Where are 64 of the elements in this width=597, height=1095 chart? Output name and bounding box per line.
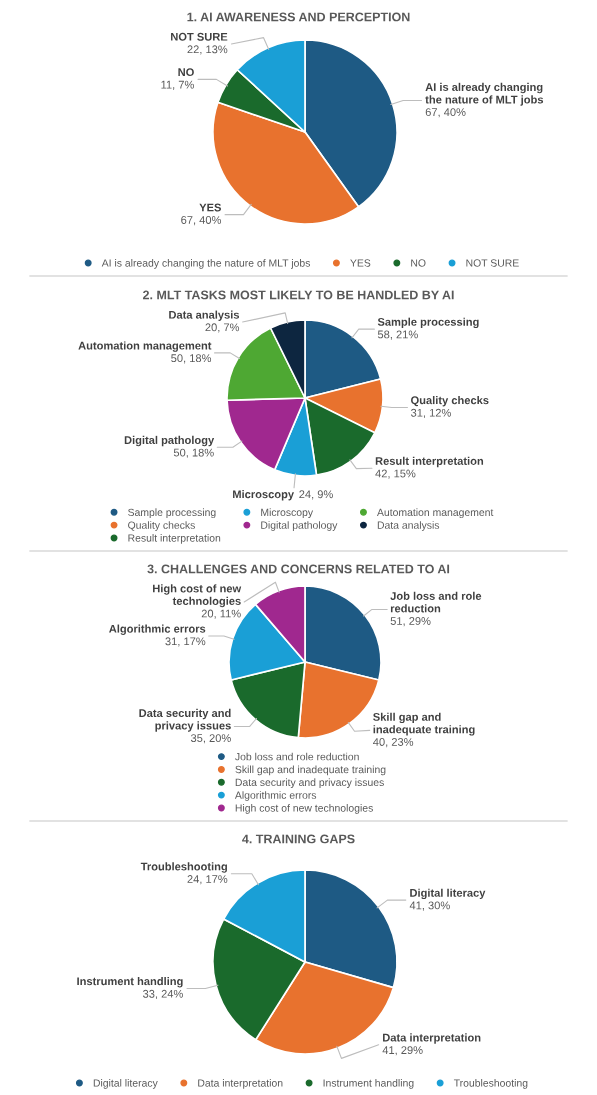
data-label: 31, 17% — [165, 637, 206, 647]
data-label: 22, 13% — [187, 45, 228, 55]
data-label: 33, 24% — [143, 989, 183, 1000]
slice-label: Digital pathology — [124, 435, 215, 447]
data-label: 58, 21% — [377, 330, 418, 340]
legend-label: Data analysis — [377, 521, 440, 531]
legend-label: YES — [350, 259, 371, 267]
data-label: 20, 7% — [205, 323, 240, 333]
legend-label: Sample processing — [128, 508, 216, 519]
slice-label: Automation management — [78, 341, 212, 352]
slice-label: Sample processing — [377, 317, 479, 329]
slice-label: Data interpretation — [383, 1033, 481, 1044]
legend-label: Quality checks — [128, 521, 195, 531]
slice-label: Troubleshooting — [140, 862, 227, 873]
legend-label: Data interpretation — [198, 1079, 283, 1089]
data-label: 40, 23% — [373, 738, 414, 748]
data-label: 35, 20% — [190, 734, 231, 744]
data-label: 67, 40% — [425, 108, 466, 118]
data-label: 11, 7% — [161, 80, 194, 90]
slice-label: Result interpretation — [375, 456, 484, 468]
data-label: 51, 29% — [390, 617, 431, 627]
data-label: 20, 11% — [201, 609, 241, 619]
data-label: 50, 18% — [173, 448, 214, 458]
legend-label: Result interpretation — [128, 534, 221, 544]
data-label: 31, 12% — [410, 408, 451, 419]
legend-label: Job loss and role reduction — [235, 752, 359, 761]
slice-label: Instrument handling — [77, 977, 183, 988]
slice-label: Algorithmic errors — [109, 624, 206, 635]
legend-label: Skill gap and inadequate training — [235, 765, 386, 776]
legend-label: Digital pathology — [261, 521, 338, 531]
slice-label: Microscopy — [233, 490, 294, 501]
legend-label: High cost of new technologies — [235, 804, 373, 814]
legend-label: Digital literacy — [93, 1079, 158, 1089]
slice-label: High cost of new technologies — [153, 584, 242, 608]
data-label: 24, 17% — [187, 875, 228, 885]
legend-label: Automation management — [377, 508, 494, 519]
legend-label: Troubleshooting — [453, 1079, 528, 1089]
slice-label: YES — [199, 203, 221, 212]
chart-title: 1. AI AWARENESS AND PERCEPTION — [187, 12, 410, 22]
legend-label: Algorithmic errors — [234, 791, 317, 801]
slice-label: Data security and privacy issues — [139, 708, 231, 732]
legend-label: Instrument handling — [323, 1079, 414, 1089]
legend-label: Data security and privacy issues — [235, 778, 384, 789]
slice-label: AI is already changing the nature of MLT jobs — [425, 82, 544, 106]
slice-label: NO — [178, 68, 194, 77]
legend-label: Microscopy — [261, 508, 314, 519]
slice-label: Job loss and role reduction — [390, 591, 482, 613]
data-label: 42, 15% — [375, 469, 416, 479]
data-label: 50, 18% — [171, 354, 212, 364]
data-label: 41, 30% — [409, 901, 450, 911]
data-label: 41, 29% — [382, 1046, 423, 1056]
data-label: 67, 40% — [181, 216, 222, 226]
legend-label: NO — [411, 259, 426, 267]
data-label: 24, 9% — [299, 490, 333, 500]
slice-label: Data analysis — [169, 310, 240, 321]
chart-title: 2. MLT TASKS MOST LIKELY TO BE HANDLED BY AI — [143, 290, 454, 300]
slice-label: NOT SURE — [171, 32, 228, 41]
legend-label: NOT SURE — [466, 259, 519, 267]
chart-title: 3. CHALLENGES AND CONCERNS RELATED TO AI — [147, 564, 450, 574]
slice-label: Quality checks — [411, 396, 489, 407]
legend-label: AI is already changing the nature of MLT jobs — [101, 259, 311, 269]
slice-label: Skill gap and inadequate training — [373, 712, 475, 736]
chart-title: 4. TRAINING GAPS — [242, 834, 355, 844]
slice-label: Digital literacy — [410, 888, 486, 900]
